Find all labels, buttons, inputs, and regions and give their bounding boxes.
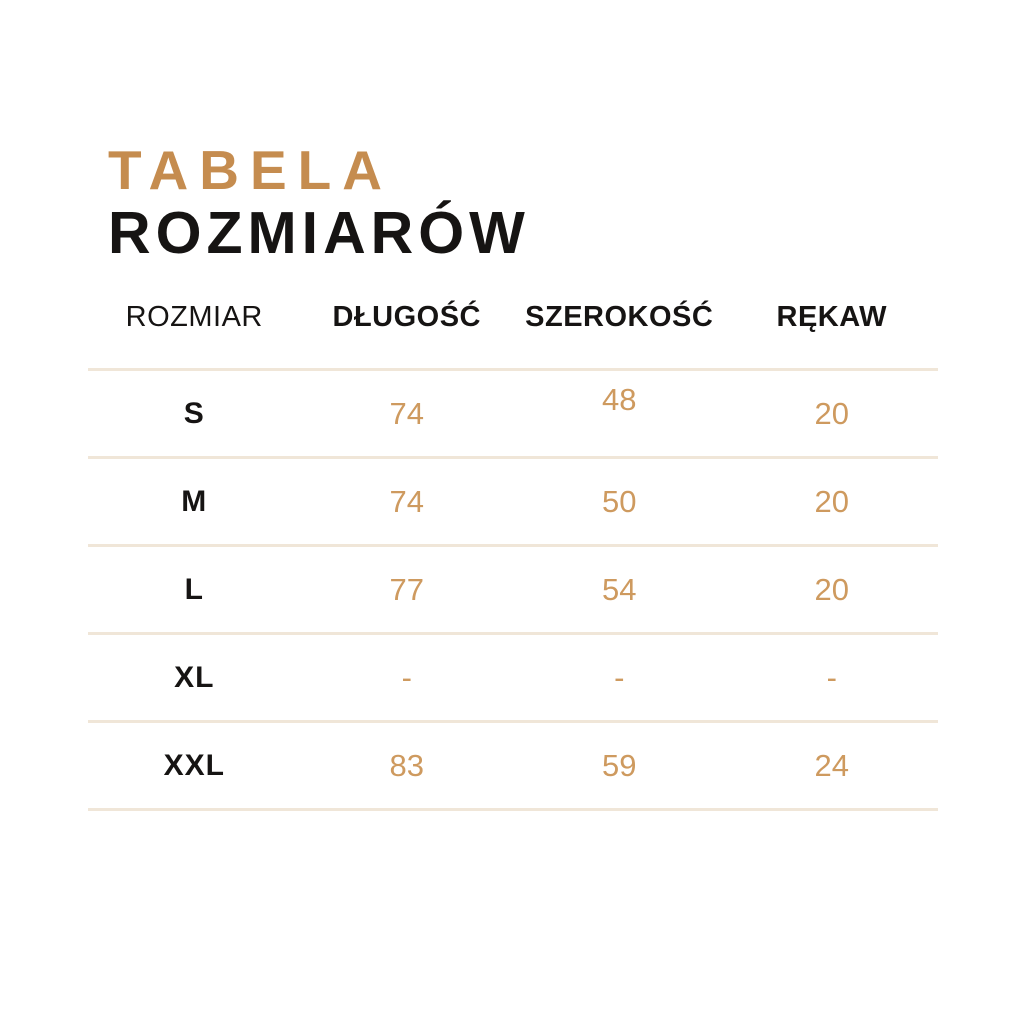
- column-header-rozmiar: ROZMIAR: [125, 301, 263, 333]
- value-dlugosc: 74: [389, 395, 424, 431]
- value-dlugosc: -: [401, 659, 412, 695]
- table-row-xl: XL - - -: [88, 635, 938, 723]
- value-rekaw: 20: [814, 483, 849, 519]
- value-rekaw: 20: [814, 571, 849, 607]
- value-szerokosc: 50: [602, 483, 637, 519]
- table-header-row: ROZMIAR DŁUGOŚĆ SZEROKOŚĆ RĘKAW: [88, 287, 938, 371]
- table-row-xxl: XXL 83 59 24: [88, 723, 938, 811]
- value-dlugosc: 74: [389, 483, 424, 519]
- value-rekaw: 24: [814, 747, 849, 783]
- value-szerokosc: 59: [602, 747, 637, 783]
- column-header-dlugosc: DŁUGOŚĆ: [332, 301, 481, 333]
- page-title-main: ROZMIARÓW: [108, 200, 530, 266]
- column-header-rekaw: RĘKAW: [776, 301, 887, 333]
- size-table: ROZMIAR DŁUGOŚĆ SZEROKOŚĆ RĘKAW S 74 48 …: [88, 287, 938, 811]
- table-row-s: S 74 48 20: [88, 371, 938, 459]
- value-rekaw: 20: [814, 395, 849, 431]
- page-title: TABELA ROZMIARÓW: [108, 143, 530, 263]
- table-row-l: L 77 54 20: [88, 547, 938, 635]
- size-label: XL: [174, 660, 215, 694]
- size-label: M: [181, 484, 208, 518]
- value-dlugosc: 83: [389, 747, 424, 783]
- value-szerokosc: 48: [602, 381, 637, 417]
- page-title-accent: TABELA: [108, 139, 393, 201]
- value-dlugosc: 77: [389, 571, 424, 607]
- value-szerokosc: 54: [602, 571, 637, 607]
- table-row-m: M 74 50 20: [88, 459, 938, 547]
- column-header-szerokosc: SZEROKOŚĆ: [525, 301, 714, 333]
- size-label: XXL: [163, 748, 225, 782]
- size-label: S: [183, 396, 205, 430]
- value-szerokosc: -: [614, 659, 625, 695]
- value-rekaw: -: [826, 659, 837, 695]
- size-label: L: [184, 572, 204, 606]
